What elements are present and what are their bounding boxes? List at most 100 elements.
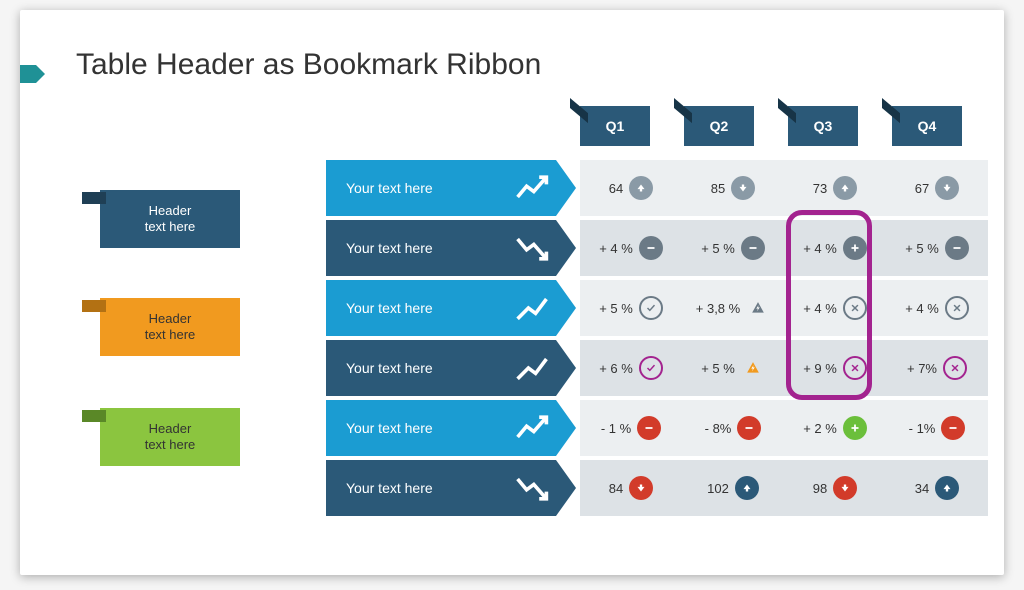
column-tabs: Q1 Q2 Q3 Q4	[580, 106, 962, 146]
side-ribbon-2: Header text here	[100, 408, 240, 466]
circ-x-o-icon	[843, 356, 867, 380]
data-cell: + 3,8 %	[682, 280, 784, 336]
table-row: Your text here+ 4 %+ 5 %+ 4 %+ 5 %	[326, 220, 988, 276]
data-cell: 102	[682, 460, 784, 516]
circ-minus-icon	[637, 416, 661, 440]
row-data: 64 85 73 67	[580, 160, 988, 216]
circ-plus-icon	[843, 416, 867, 440]
data-cell: + 5 %	[682, 340, 784, 396]
cell-value: + 4 %	[599, 241, 633, 256]
data-cell: 98	[784, 460, 886, 516]
table-row: Your text here 64 85 73 67	[326, 160, 988, 216]
row-data: 84 102 98 34	[580, 460, 988, 516]
circ-check-o-icon	[639, 356, 663, 380]
cell-value: - 8%	[705, 421, 732, 436]
tab-fold-icon	[674, 98, 692, 123]
cell-value: + 5 %	[701, 361, 735, 376]
data-cell: 67	[886, 160, 988, 216]
cell-value: 34	[915, 481, 929, 496]
circ-minus-icon	[639, 236, 663, 260]
circ-arrow-down-icon	[935, 176, 959, 200]
data-cell: 85	[682, 160, 784, 216]
circ-minus-icon	[741, 236, 765, 260]
cell-value: - 1 %	[601, 421, 631, 436]
zigzag-up-icon	[514, 170, 550, 206]
cell-value: + 4 %	[803, 301, 837, 316]
data-cell: 73	[784, 160, 886, 216]
cell-value: 84	[609, 481, 623, 496]
row-label-text: Your text here	[346, 300, 433, 316]
tab-fold-icon	[778, 98, 796, 123]
cell-value: 73	[813, 181, 827, 196]
row-label-text: Your text here	[346, 180, 433, 196]
circ-check-o-icon	[639, 296, 663, 320]
cell-value: - 1%	[909, 421, 936, 436]
data-cell: + 4 %	[580, 220, 682, 276]
side-ribbon-label: Header text here	[145, 311, 196, 344]
row-data: + 5 % + 3,8 % + 4 % + 4 %	[580, 280, 988, 336]
circ-minus-icon	[941, 416, 965, 440]
tri-bolt-icon	[741, 356, 765, 380]
row-data: - 1 % - 8% + 2 % - 1%	[580, 400, 988, 456]
table-row: Your text here - 1 % - 8% + 2 % - 1%	[326, 400, 988, 456]
row-label: Your text here	[326, 160, 556, 216]
column-tab-q1: Q1	[580, 106, 650, 146]
column-tab-q3: Q3	[788, 106, 858, 146]
ribbon-fold-icon	[82, 192, 106, 204]
cell-value: + 7%	[907, 361, 937, 376]
circ-arrow-down-icon	[629, 476, 653, 500]
row-label-text: Your text here	[346, 240, 433, 256]
row-data: + 6 %+ 5 %+ 9 %+ 7%	[580, 340, 988, 396]
cell-value: + 4 %	[803, 241, 837, 256]
slide: Table Header as Bookmark Ribbon Header t…	[20, 10, 1004, 575]
circ-arrow-up-icon	[833, 176, 857, 200]
row-label: Your text here	[326, 220, 556, 276]
side-ribbon-label: Header text here	[145, 203, 196, 236]
circ-x-o-icon	[943, 356, 967, 380]
circ-arrow-down-icon	[731, 176, 755, 200]
line-up-icon	[514, 290, 550, 326]
data-cell: + 7%	[886, 340, 988, 396]
cell-value: 98	[813, 481, 827, 496]
circ-arrow-up-icon	[935, 476, 959, 500]
circ-arrow-up-icon	[735, 476, 759, 500]
row-label: Your text here	[326, 460, 556, 516]
side-ribbon-0: Header text here	[100, 190, 240, 248]
zigzag-down-icon	[514, 470, 550, 506]
side-ribbon-label: Header text here	[145, 421, 196, 454]
tab-fold-icon	[570, 98, 588, 123]
column-tab-label: Q4	[918, 118, 937, 134]
data-cell: + 4 %	[886, 280, 988, 336]
column-tab-q2: Q2	[684, 106, 754, 146]
cell-value: 67	[915, 181, 929, 196]
data-table: Your text here 64 85 73 67 Your text here + 4 …	[326, 160, 988, 520]
column-tab-q4: Q4	[892, 106, 962, 146]
circ-plus-icon	[843, 236, 867, 260]
data-cell: + 5 %	[580, 280, 682, 336]
data-cell: + 4 %	[784, 280, 886, 336]
data-cell: - 1%	[886, 400, 988, 456]
data-cell: - 8%	[682, 400, 784, 456]
ribbon-fold-icon	[82, 410, 106, 422]
zigzag-down-icon	[514, 230, 550, 266]
column-tab-label: Q3	[814, 118, 833, 134]
edge-tab-icon	[20, 65, 36, 83]
table-row: Your text here+ 6 %+ 5 %+ 9 %+ 7%	[326, 340, 988, 396]
circ-arrow-down-icon	[833, 476, 857, 500]
cell-value: + 5 %	[701, 241, 735, 256]
data-cell: 64	[580, 160, 682, 216]
tab-fold-icon	[882, 98, 900, 123]
page-title: Table Header as Bookmark Ribbon	[76, 48, 541, 82]
cell-value: + 6 %	[599, 361, 633, 376]
tri-bolt-icon	[746, 296, 770, 320]
cell-value: 64	[609, 181, 623, 196]
table-row: Your text here + 5 % + 3,8 % + 4 % + 4 %	[326, 280, 988, 336]
line-up-icon	[514, 350, 550, 386]
cell-value: + 3,8 %	[696, 301, 740, 316]
data-cell: + 5 %	[682, 220, 784, 276]
data-cell: - 1 %	[580, 400, 682, 456]
column-tab-label: Q1	[606, 118, 625, 134]
data-cell: + 2 %	[784, 400, 886, 456]
row-label-text: Your text here	[346, 420, 433, 436]
circ-x-o-icon	[843, 296, 867, 320]
